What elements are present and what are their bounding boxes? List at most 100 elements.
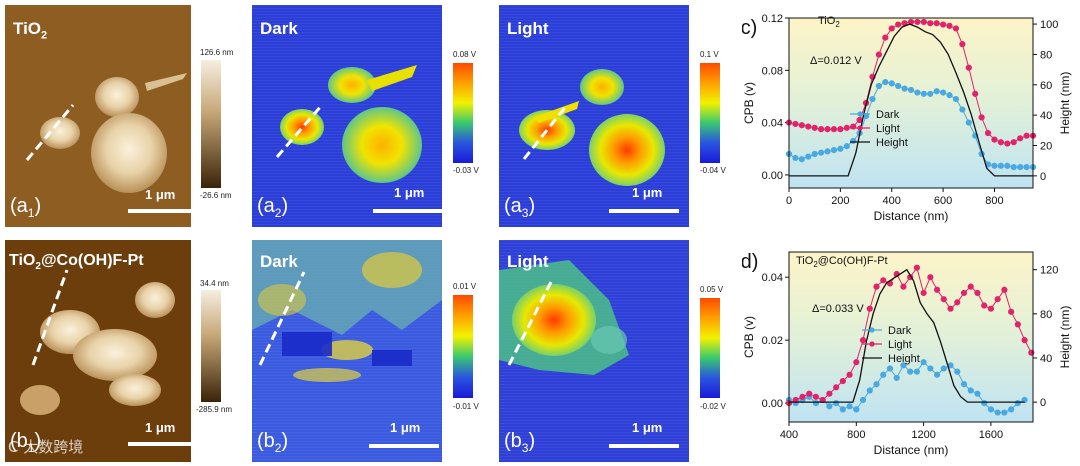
chart-c-legend-marker-light [857, 125, 863, 131]
chart-c-legend-marker-dark [857, 111, 863, 117]
chart-c-point-dark [965, 119, 972, 126]
chart-c-point-dark [991, 162, 998, 169]
a2-cbar-bottom: -0.03 V [453, 166, 479, 175]
a1-cbar-top: 126.6 nm [200, 48, 234, 57]
chart-c-ylabel: CPB (v) [742, 82, 756, 124]
a1-cbar-bottom: -26.6 nm [200, 191, 232, 200]
b1-cbar: 34.4 nm -285.9 nm [191, 240, 236, 462]
b1-title: TiO2@Co(OH)F-Pt [9, 252, 144, 273]
chart-c-point-dark [805, 153, 812, 160]
chart-c-point-light [1017, 135, 1024, 142]
chart-c-point-light [997, 139, 1004, 146]
chart-d-point-dark [866, 387, 873, 394]
chart-c-title: TiO2 [818, 15, 840, 29]
chart-c-xtick-label: 200 [831, 195, 849, 207]
chart-d-point-dark [933, 371, 941, 378]
chart-c-point-light [843, 124, 850, 131]
chart-c-xtick-label: 600 [934, 195, 952, 207]
chart-d-point-dark [927, 365, 934, 372]
chart-d-point-light [933, 286, 941, 293]
chart-c-legend-label-dark: Dark [876, 109, 900, 121]
b2-cbar-bottom: -0.01 V [453, 402, 479, 411]
b3-title: Light [507, 252, 549, 271]
chart-d-point-dark [886, 365, 894, 372]
chart-c-point-dark [952, 95, 960, 103]
chart-c-point-light [824, 126, 831, 133]
chart-d-point-light [866, 305, 873, 312]
chart-d-point-dark [839, 406, 846, 413]
chart-c-point-dark [920, 90, 927, 97]
chart-c-legend-label-height: Height [876, 137, 908, 149]
b1-label: (b1) [10, 430, 42, 455]
chart-d-y2tick-label: 120 [1040, 265, 1058, 277]
b2-cbar: 0.01 V -0.01 V [443, 240, 484, 462]
a3-title: Light [507, 19, 549, 38]
chart-c-y2tick-label: 80 [1040, 49, 1052, 61]
chart-c-point-light [1004, 140, 1011, 147]
chart-c-point-dark [1017, 163, 1024, 171]
chart-c-point-light [914, 18, 921, 26]
chart-d-point-dark [967, 387, 974, 394]
chart-c-point-light [888, 25, 895, 32]
chart-d-point-light [900, 283, 907, 290]
chart-d-point-light [1008, 308, 1015, 315]
chart-d-point-light [994, 296, 1001, 303]
chart-c-y2tick-label: 0 [1040, 171, 1046, 183]
chart-d-panel-label: (d) [742, 251, 758, 273]
chart-c-ytick-label: 0.12 [762, 13, 783, 25]
chart-d-point-dark [981, 400, 988, 407]
chart-c-point-light [991, 136, 998, 143]
chart-c-panel-label: (c) [742, 17, 757, 39]
afm-image-b1: 34.4 nm -285.9 nm TiO2@Co(OH)F-Pt (b1) 1… [5, 240, 236, 462]
chart-d-point-light [880, 277, 887, 284]
chart-d-title: TiO2@Co(OH)F-Pt [796, 255, 888, 269]
chart-d-point-dark [1001, 409, 1008, 416]
chart-d-legend-marker-light [869, 341, 875, 347]
chart-c-point-light [946, 22, 953, 29]
chart-c-point-dark [798, 156, 805, 163]
chart-d-point-dark [859, 396, 867, 404]
chart-d-point-dark [853, 406, 860, 413]
chart-c-ytick-label: 0.04 [762, 118, 783, 130]
a2-scalebar [373, 209, 443, 213]
chart-c-y2tick-label: 20 [1040, 141, 1052, 153]
kpfm-image-b3: 0.05 V -0.02 V Light (b3) 1 μm [499, 240, 731, 462]
b2-title: Dark [260, 252, 298, 271]
chart-c-point-dark [824, 148, 831, 155]
chart-c-point-light [927, 20, 934, 27]
chart-d-point-light [799, 393, 806, 400]
chart-d-point-light [839, 377, 846, 385]
chart-c-point-dark [946, 92, 953, 99]
a1-cbar: 126.6 nm -26.6 nm [191, 5, 236, 227]
chart-c-plot-area [789, 18, 1033, 188]
chart-c-frame [788, 17, 1034, 189]
chart-c-point-dark [811, 150, 818, 158]
chart-d-point-dark [893, 374, 900, 382]
b3-scalebar-label: 1 μm [632, 420, 663, 435]
chart-c-y2tick-label: 60 [1040, 80, 1052, 92]
kpfm-image-b2: 0.01 V -0.01 V Dark (b2) 1 μm [252, 240, 484, 462]
chart-c-point-light [830, 126, 838, 133]
chart-d-point-light [826, 390, 833, 397]
chart-d-point-light [987, 305, 995, 312]
chart-c-point-light [798, 122, 805, 129]
chart-c: (c) 0 200 400 600 800 0.00 0.04 0.08 0.12 0 20 40 60… [742, 13, 1072, 223]
chart-c-point-light [805, 123, 812, 130]
chart-c-ytick-label: 0.00 [762, 170, 783, 182]
chart-d-point-dark [900, 362, 907, 369]
chart-c-legend-label-light: Light [876, 123, 900, 135]
chart-d-point-dark [846, 403, 853, 410]
chart-c-point-dark [959, 106, 966, 113]
chart-c-point-light [1010, 139, 1017, 146]
chart-d: (d) 400 800 1200 1600 0.00 0.02 0.04 0 40 80 120 Di… [742, 251, 1072, 457]
chart-c-point-dark [818, 149, 825, 156]
chart-c-point-dark [1023, 163, 1030, 171]
chart-d-xlabel: Distance (nm) [874, 443, 949, 457]
chart-d-point-light [833, 384, 840, 391]
chart-d-xtick-label: 1600 [979, 429, 1003, 441]
chart-c-xtick-label: 400 [883, 195, 901, 207]
chart-d-legend-marker-dark [869, 327, 875, 333]
chart-d-legend-label-height: Height [888, 353, 920, 365]
chart-d-point-dark [974, 390, 981, 397]
b1-cbar-bottom: -285.9 nm [196, 405, 233, 414]
